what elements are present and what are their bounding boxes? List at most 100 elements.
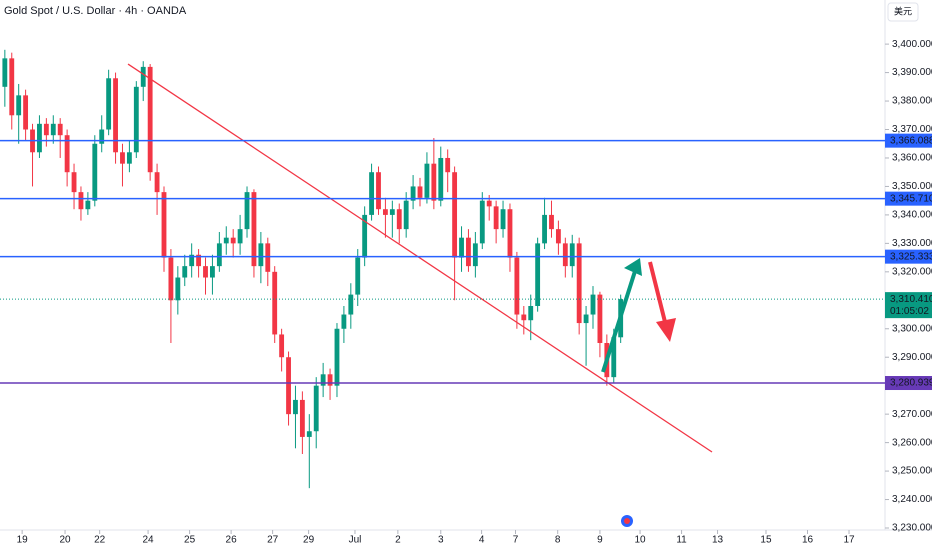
candle-body	[341, 314, 347, 329]
x-tick-label: 16	[802, 535, 814, 546]
candle-body	[203, 266, 208, 278]
candle-body	[92, 143, 98, 201]
candle-body	[417, 186, 423, 198]
y-tick-label: 3,340.000	[892, 210, 932, 221]
candle-body	[410, 186, 416, 201]
candle-body	[590, 294, 596, 315]
candle-body	[113, 78, 118, 153]
candle-body	[313, 385, 319, 432]
price-tag	[885, 191, 932, 206]
candle-body	[293, 399, 298, 415]
candle-body	[223, 237, 229, 244]
candle-body	[258, 243, 264, 267]
candle-body	[71, 172, 77, 193]
candle-body	[189, 254, 195, 267]
price-tag	[885, 376, 932, 391]
x-tick-label: 7	[513, 535, 519, 546]
candle-body	[327, 374, 333, 386]
x-tick-label: 17	[843, 535, 855, 546]
candle-body	[521, 314, 527, 321]
candle-body	[583, 314, 589, 324]
candle-body	[549, 214, 554, 230]
candle-body	[43, 123, 49, 136]
candle-body	[154, 172, 160, 193]
y-tick-label: 3,370.000	[892, 124, 932, 135]
x-tick-label: 20	[59, 535, 71, 546]
candle-body	[299, 399, 305, 437]
chart-title: Gold Spot / U.S. Dollar · 4h · OANDA	[4, 5, 187, 17]
event-icon[interactable]	[621, 515, 633, 527]
candle-body	[535, 243, 541, 306]
candle-body	[403, 200, 409, 230]
candle-body	[306, 431, 312, 437]
axis: 3,230.000 3,240.000 3,250.000 3,260.000 3,27…	[17, 39, 932, 546]
candle-body	[438, 157, 444, 201]
price-tag-label: 3,325.333	[890, 251, 932, 262]
candle-body	[424, 163, 430, 198]
candle-body	[382, 209, 388, 215]
y-tick-label: 3,230.000	[892, 523, 932, 534]
candle-body	[396, 209, 402, 230]
candle-body	[445, 157, 451, 173]
candle-body	[216, 243, 222, 267]
candle-body	[244, 192, 250, 230]
candle-body	[182, 266, 188, 278]
candle-body	[237, 229, 243, 244]
candle-body	[334, 328, 340, 386]
candle-body	[576, 243, 582, 324]
x-tick-label: 22	[94, 535, 106, 546]
candle-body	[348, 294, 354, 315]
candle-body	[486, 200, 492, 207]
candle-body	[320, 374, 326, 386]
candle-body	[196, 254, 202, 267]
plot	[0, 49, 885, 489]
y-tick-label: 3,360.000	[892, 153, 932, 164]
candle-body	[106, 78, 112, 130]
candle-body	[85, 200, 91, 210]
candle-body	[161, 192, 167, 258]
y-tick-label: 3,400.000	[892, 39, 932, 50]
candle-body	[514, 257, 520, 315]
candle-body	[493, 206, 499, 230]
arrow-head	[624, 258, 642, 276]
currency-label: 美元	[894, 5, 912, 16]
arrow-shaft	[648, 261, 668, 327]
arrow-shaft	[601, 267, 638, 373]
y-tick-label: 3,390.000	[892, 67, 932, 78]
candle-body	[140, 66, 146, 87]
candle-body	[230, 237, 236, 244]
x-tick-label: Jul	[349, 535, 362, 546]
x-tick-label: 29	[303, 535, 315, 546]
y-tick-label: 3,300.000	[892, 323, 932, 334]
candle-body	[355, 257, 361, 295]
y-tick-label: 3,350.000	[892, 181, 932, 192]
candle-body	[611, 337, 617, 378]
candle-body	[597, 294, 603, 343]
currency-box[interactable]	[887, 2, 919, 22]
candle-body	[452, 172, 458, 258]
candle-body	[272, 271, 278, 335]
candle-body	[286, 357, 291, 415]
candle-body	[279, 334, 285, 358]
x-tick-label: 2	[395, 535, 401, 546]
x-tick-label: 10	[634, 535, 646, 546]
candle-body	[168, 257, 174, 301]
candle-body	[376, 172, 381, 210]
candle-body	[466, 237, 471, 267]
y-tick-label: 3,380.000	[892, 96, 932, 107]
y-tick-label: 3,330.000	[892, 238, 932, 249]
candle-body	[479, 200, 485, 244]
candle-body	[459, 237, 464, 258]
price-tag-label: 3,280.939	[890, 378, 932, 389]
candle-body	[472, 243, 478, 267]
y-tick-label: 3,290.000	[892, 352, 932, 363]
x-tick-label: 24	[143, 535, 155, 546]
candle-body	[569, 243, 575, 267]
x-tick-label: 25	[184, 535, 196, 546]
arrow-down	[648, 261, 676, 342]
x-tick-label: 8	[555, 535, 561, 546]
x-tick-label: 19	[17, 535, 29, 546]
candle-body	[126, 152, 132, 164]
candle-body	[147, 66, 153, 173]
